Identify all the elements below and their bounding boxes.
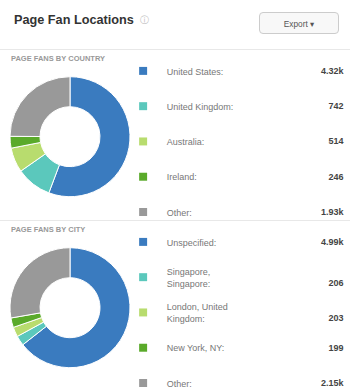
svg-text:United Kingdom:: United Kingdom: [167,102,236,112]
html-text:Page Fan Locations: Page Fan Locations [14,13,134,27]
svg-text:Other:: Other: [167,208,195,218]
svg-text:Singapore,Singapore:: Singapore,Singapore: [167,267,213,289]
svg-text:203: 203 [328,313,343,323]
svg-text:Ireland:: Ireland: [167,172,200,182]
svg-text:4.32k: 4.32k [321,66,345,76]
svg-text:New York, NY:: New York, NY: [167,343,227,353]
svg-text:United States:: United States: [167,67,226,77]
svg-text:Unspecified:: Unspecified: [167,238,219,248]
svg-text:Other:: Other: [167,379,195,389]
svg-text:London, UnitedKingdom:: London, UnitedKingdom: [167,302,228,324]
svg-text:2.15k: 2.15k [321,378,345,388]
svg-text:514: 514 [328,136,343,146]
svg-text:246: 246 [328,172,343,182]
svg-text:4.99k: 4.99k [321,237,345,247]
svg-text:PAGE FANS BY COUNTRY: PAGE FANS BY COUNTRY [11,54,105,63]
svg-text:742: 742 [328,101,343,111]
svg-text:199: 199 [328,343,343,353]
svg-text:206: 206 [328,278,343,288]
svg-text:Australia:: Australia: [167,137,207,147]
svg-text:1.93k: 1.93k [321,207,345,217]
html-text:Export ▾: Export ▾ [283,19,315,29]
svg-text:PAGE FANS BY CITY: PAGE FANS BY CITY [11,225,85,234]
